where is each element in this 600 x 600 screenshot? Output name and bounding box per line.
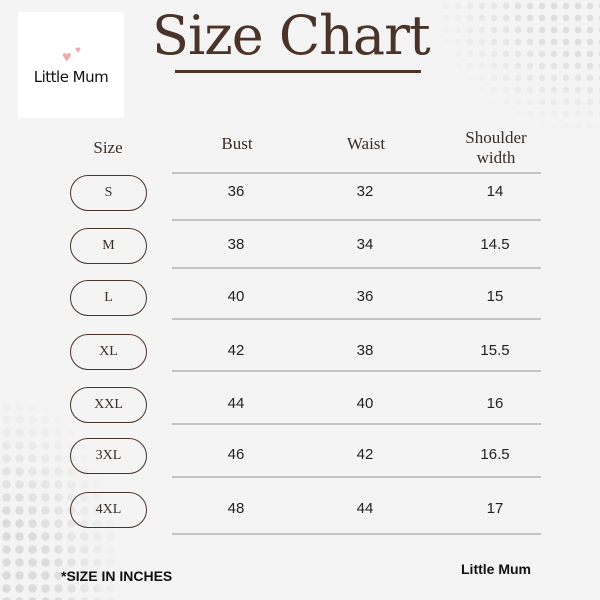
size-pill-4xl[interactable]: 4XL: [70, 492, 147, 528]
row-divider: [172, 533, 541, 535]
footer-brand: Little Mum: [461, 561, 531, 577]
shoulder-value: 14.5: [480, 236, 510, 253]
waist-value: 38: [356, 342, 374, 359]
title-underline: [175, 70, 421, 73]
header-size: Size: [93, 138, 123, 157]
shoulder-value: 15: [486, 288, 504, 305]
size-pill-3xl[interactable]: 3XL: [70, 438, 147, 474]
bust-value: 44: [227, 395, 245, 412]
bust-value: 36: [227, 183, 245, 200]
brand-logo: ♥ ♥ Little Mum: [18, 12, 124, 118]
shoulder-value: 15.5: [480, 342, 510, 359]
bust-value: 42: [227, 342, 245, 359]
row-divider: [172, 318, 541, 320]
waist-value: 44: [356, 500, 374, 517]
header-bust: Bust: [221, 134, 253, 153]
row-divider: [172, 219, 541, 221]
size-pill-xl[interactable]: XL: [70, 334, 147, 370]
shoulder-value: 14: [486, 183, 504, 200]
waist-value: 32: [356, 183, 374, 200]
header-waist: Waist: [346, 134, 386, 153]
size-pill-l[interactable]: L: [70, 280, 147, 316]
shoulder-value: 16.5: [480, 446, 510, 463]
size-pill-m[interactable]: M: [70, 228, 147, 264]
bust-value: 38: [227, 236, 245, 253]
decorative-dots: [0, 400, 120, 600]
row-divider: [172, 423, 541, 425]
row-divider: [172, 476, 541, 478]
waist-value: 42: [356, 446, 374, 463]
row-divider: [172, 370, 541, 372]
decorative-dots: [440, 0, 600, 130]
logo-text: Little Mum: [33, 68, 109, 86]
bust-value: 46: [227, 446, 245, 463]
row-divider: [172, 172, 541, 174]
size-pill-xxl[interactable]: XXL: [70, 387, 147, 423]
header-shoulder-width: Shoulder width: [465, 128, 527, 167]
bust-value: 40: [227, 288, 245, 305]
waist-value: 36: [356, 288, 374, 305]
row-divider: [172, 267, 541, 269]
bust-value: 48: [227, 500, 245, 517]
waist-value: 40: [356, 395, 374, 412]
shoulder-value: 16: [486, 395, 504, 412]
shoulder-value: 17: [486, 500, 504, 517]
units-note: *SIZE IN INCHES: [61, 568, 173, 584]
heart-icon: ♥ ♥: [62, 45, 81, 66]
size-pill-s[interactable]: S: [70, 175, 147, 211]
waist-value: 34: [356, 236, 374, 253]
page-title: Size Chart: [152, 4, 431, 67]
